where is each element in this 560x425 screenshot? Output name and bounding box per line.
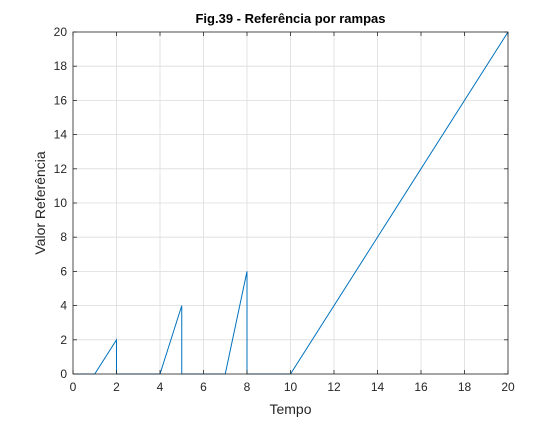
x-tick-label: 8 — [244, 380, 251, 394]
x-tick-label: 6 — [200, 380, 207, 394]
y-tick-label: 6 — [60, 264, 67, 278]
y-tick-label: 12 — [54, 162, 68, 176]
x-tick-label: 16 — [414, 380, 428, 394]
x-tick-label: 2 — [113, 380, 120, 394]
y-tick-label: 4 — [60, 299, 67, 313]
x-axis-label: Tempo — [269, 401, 311, 417]
x-tick-label: 10 — [284, 380, 298, 394]
x-tick-label: 4 — [157, 380, 164, 394]
y-tick-label: 14 — [54, 128, 68, 142]
x-tick-label: 14 — [371, 380, 385, 394]
chart-title: Fig.39 - Referência por rampas — [195, 11, 385, 26]
x-tick-label: 12 — [327, 380, 341, 394]
y-tick-label: 20 — [54, 25, 68, 39]
y-tick-label: 2 — [60, 333, 67, 347]
x-tick-label: 0 — [70, 380, 77, 394]
y-tick-label: 16 — [54, 93, 68, 107]
ticks: 0 2 4 6 8 10 12 14 16 18 20 0 2 4 6 8 10 12 14 16 18 20 — [54, 25, 515, 394]
y-tick-label: 8 — [60, 230, 67, 244]
x-tick-label: 18 — [458, 380, 472, 394]
y-tick-label: 10 — [54, 196, 68, 210]
y-axis-label: Valor Referência — [32, 151, 48, 254]
y-tick-label: 18 — [54, 59, 68, 73]
y-tick-label: 0 — [60, 367, 67, 381]
x-tick-label: 20 — [501, 380, 515, 394]
